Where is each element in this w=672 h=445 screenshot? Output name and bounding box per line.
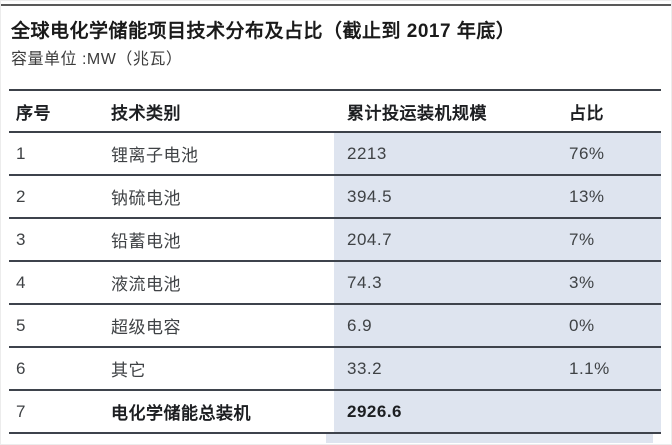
highlight-footer-strip — [326, 434, 653, 443]
row-tech-name: 钠硫电池 — [111, 189, 181, 208]
table-body: 1 锂离子电池 2213 76% 2 钠硫电池 394.5 13% 3 铅蓄电池… — [9, 133, 661, 434]
row-capacity-value: 204.7 — [334, 219, 567, 260]
row-share-value: 76% — [567, 133, 661, 174]
row-index: 4 — [16, 272, 26, 292]
column-header-share: 占比 — [569, 103, 604, 123]
table-header-row: 序号 技术类别 累计投运装机规模 占比 — [9, 89, 661, 133]
table-row: 5 超级电容 6.9 0% — [9, 305, 661, 348]
table-row: 3 铅蓄电池 204.7 7% — [9, 219, 661, 262]
top-divider — [1, 4, 671, 6]
row-capacity-value: 394.5 — [334, 176, 567, 217]
row-capacity-value: 33.2 — [334, 348, 567, 389]
row-index: 6 — [16, 358, 26, 378]
row-tech-name: 其它 — [111, 361, 146, 380]
row-tech-name: 电化学储能总装机 — [111, 404, 251, 423]
row-share-value: 0% — [567, 305, 661, 346]
column-header-index: 序号 — [16, 103, 51, 123]
row-share-value — [567, 391, 661, 432]
row-tech-name: 铅蓄电池 — [111, 232, 181, 251]
row-share-value: 1.1% — [567, 348, 661, 389]
row-index: 5 — [16, 315, 26, 335]
row-index: 1 — [16, 143, 26, 163]
row-share-value: 13% — [567, 176, 661, 217]
row-capacity-value: 2926.6 — [334, 391, 567, 432]
table-row: 1 锂离子电池 2213 76% — [9, 133, 661, 176]
table-row: 7 电化学储能总装机 2926.6 — [9, 391, 661, 434]
row-index: 2 — [16, 186, 26, 206]
row-tech-name: 液流电池 — [111, 275, 181, 294]
unit-note: 容量单位 :MW（兆瓦） — [11, 51, 183, 68]
column-header-technology: 技术类别 — [111, 103, 181, 123]
row-tech-name: 锂离子电池 — [111, 146, 199, 165]
row-capacity-value: 74.3 — [334, 262, 567, 303]
column-header-capacity: 累计投运装机规模 — [347, 103, 487, 123]
page-title: 全球电化学储能项目技术分布及占比（截止到 2017 年底） — [11, 21, 516, 42]
row-index: 7 — [16, 401, 26, 421]
row-capacity-value: 6.9 — [334, 305, 567, 346]
table-row: 6 其它 33.2 1.1% — [9, 348, 661, 391]
row-capacity-value: 2213 — [334, 133, 567, 174]
data-table: 序号 技术类别 累计投运装机规模 占比 1 锂离子电池 2213 76% 2 钠… — [9, 89, 661, 434]
row-index: 3 — [16, 229, 26, 249]
row-share-value: 3% — [567, 262, 661, 303]
table-row: 4 液流电池 74.3 3% — [9, 262, 661, 305]
row-share-value: 7% — [567, 219, 661, 260]
row-tech-name: 超级电容 — [111, 318, 181, 337]
table-row: 2 钠硫电池 394.5 13% — [9, 176, 661, 219]
